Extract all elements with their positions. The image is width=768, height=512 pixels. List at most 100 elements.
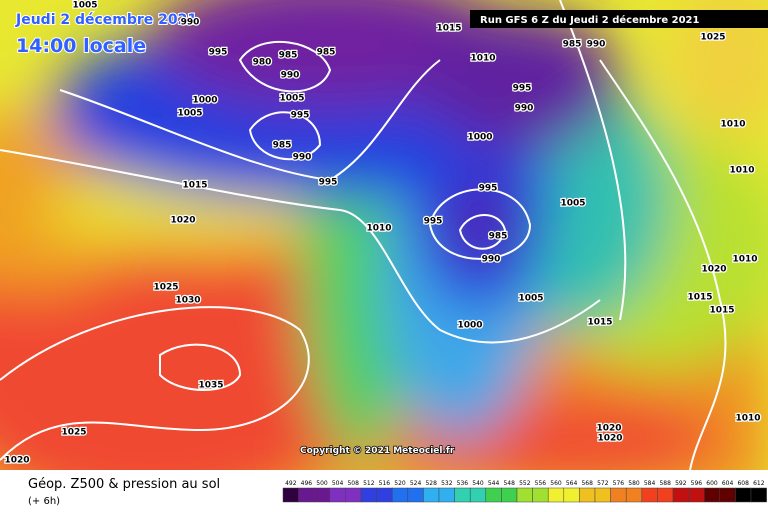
- legend-value: 492: [285, 480, 297, 487]
- isobar-label: 1025: [153, 283, 178, 293]
- isobar-label: 995: [209, 48, 228, 58]
- legend-swatch: [469, 487, 487, 503]
- legend-swatch: [719, 487, 736, 503]
- isobar-label: 1020: [596, 424, 621, 434]
- isobar-label: 1005: [72, 1, 97, 11]
- isobar-label: 1000: [192, 96, 217, 106]
- isobar-label: 985: [273, 141, 292, 151]
- legend-swatch: [735, 487, 752, 503]
- isobar-label: 1020: [170, 216, 195, 226]
- legend-value: 596: [691, 480, 703, 487]
- legend-swatch: [625, 487, 643, 503]
- isobars: [0, 0, 727, 471]
- legend-swatch: [750, 487, 767, 503]
- legend-value: 516: [379, 480, 391, 487]
- isobar-label: 995: [319, 178, 338, 188]
- isobar-label: 1015: [436, 24, 461, 34]
- isobar-label: 1015: [709, 306, 734, 316]
- isobar-label: 990: [515, 104, 534, 114]
- legend-swatch: [298, 487, 315, 503]
- legend-value: 564: [566, 480, 578, 487]
- isobar-label: 1010: [729, 166, 754, 176]
- legend-title: Géop. Z500 & pression au sol: [28, 477, 220, 492]
- isobar-label: 1010: [732, 255, 757, 265]
- legend-value: 608: [737, 480, 749, 487]
- isobar-label: 1025: [700, 33, 725, 43]
- legend-swatch: [703, 487, 721, 503]
- legend-value: 548: [503, 480, 515, 487]
- legend-swatch: [438, 487, 455, 503]
- legend-value: 584: [644, 480, 656, 487]
- isobar-label: 995: [479, 184, 498, 194]
- legend-value: 580: [628, 480, 640, 487]
- legend-value: 576: [613, 480, 625, 487]
- legend-swatch: [688, 487, 705, 503]
- isobar-label: 990: [293, 153, 312, 163]
- isobar-label: 1020: [701, 265, 726, 275]
- isobar-label: 985: [279, 51, 298, 61]
- legend-value: 520: [394, 480, 406, 487]
- legend-value: 592: [675, 480, 687, 487]
- isobar-label: 1010: [720, 120, 745, 130]
- isobar-label: 1000: [467, 133, 492, 143]
- legend-value: 568: [581, 480, 593, 487]
- legend-value: 572: [597, 480, 609, 487]
- time-label: 14:00 locale: [16, 35, 146, 57]
- legend-lead: (+ 6h): [28, 496, 60, 507]
- legend-value: 552: [519, 480, 531, 487]
- legend-value: 524: [410, 480, 422, 487]
- legend-value: 500: [316, 480, 328, 487]
- legend-swatch: [532, 487, 549, 503]
- isobar-label: 985: [489, 232, 508, 242]
- isobar-label: 1005: [518, 294, 543, 304]
- legend-value: 612: [753, 480, 765, 487]
- legend-swatch: [579, 487, 596, 503]
- isobar-label: 1020: [4, 456, 29, 466]
- legend-swatch: [657, 487, 674, 503]
- legend-value: 536: [457, 480, 469, 487]
- legend-swatch: [594, 487, 611, 503]
- isobar-label: 1005: [279, 94, 304, 104]
- isobar-label: 1025: [61, 428, 86, 438]
- legend-swatch: [516, 487, 533, 503]
- legend-swatch: [423, 487, 440, 503]
- legend-value: 600: [706, 480, 718, 487]
- copyright: Copyright © 2021 Meteociel.fr: [300, 446, 455, 456]
- legend-value: 560: [550, 480, 562, 487]
- isobar-label: 1015: [182, 181, 207, 191]
- isobar-label: 1010: [735, 414, 760, 424]
- isobar-label: 995: [513, 84, 532, 94]
- isobar-label: 990: [587, 40, 606, 50]
- legend-swatch: [329, 487, 346, 503]
- legend-swatch: [501, 487, 518, 503]
- legend-swatch: [454, 487, 471, 503]
- isobar-label: 995: [291, 111, 310, 121]
- legend-swatch: [563, 487, 580, 503]
- legend-swatch: [610, 487, 627, 503]
- date-label: Jeudi 2 décembre 2021: [15, 12, 197, 28]
- legend-value: 504: [332, 480, 344, 487]
- isobar-label: 1005: [560, 199, 585, 209]
- legend-swatch: [282, 487, 299, 503]
- legend-value: 556: [535, 480, 547, 487]
- legend-swatch: [391, 487, 409, 503]
- legend-swatch: [376, 487, 393, 503]
- legend-value: 496: [301, 480, 313, 487]
- isobar-label: 990: [482, 255, 501, 265]
- legend-swatch: [313, 487, 331, 503]
- isobar-label: 980: [253, 58, 272, 68]
- legend-swatch: [345, 487, 362, 503]
- isobar-label: 1030: [175, 296, 200, 306]
- isobar-label: 985: [317, 48, 336, 58]
- legend-value: 508: [347, 480, 359, 487]
- legend-swatch: [485, 487, 502, 503]
- legend-value: 512: [363, 480, 375, 487]
- isobar-label: 1010: [470, 54, 495, 64]
- legend-value: 588: [659, 480, 671, 487]
- legend-swatch: [407, 487, 424, 503]
- legend-value: 604: [722, 480, 734, 487]
- legend-value: 540: [472, 480, 484, 487]
